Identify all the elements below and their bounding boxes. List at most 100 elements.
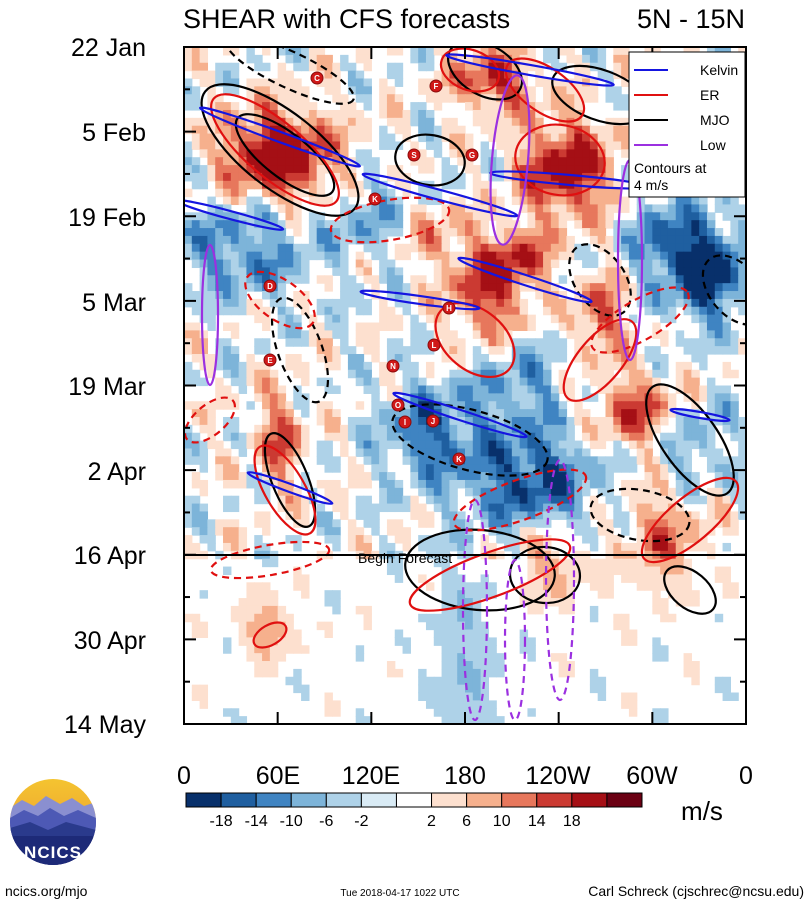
- heatmap-cell: [496, 78, 505, 87]
- heatmap-cell: [355, 86, 365, 95]
- heatmap-cell: [418, 117, 427, 127]
- heatmap-cell: [269, 133, 279, 143]
- heatmap-cell: [714, 574, 724, 583]
- heatmap-cell: [566, 133, 575, 143]
- heatmap-cell: [543, 464, 552, 473]
- low-contour: [461, 498, 489, 722]
- heatmap-cell: [714, 314, 724, 324]
- heatmap-cell: [621, 70, 630, 80]
- heatmap-cell: [316, 196, 326, 206]
- heatmap-cell: [597, 220, 607, 229]
- heatmap-cell: [496, 479, 505, 489]
- heatmap-cell: [472, 440, 482, 450]
- heatmap-cell: [652, 235, 661, 245]
- heatmap-cell: [660, 243, 669, 253]
- heatmap-cell: [238, 259, 248, 269]
- heatmap-cell: [230, 479, 240, 489]
- heatmap-cell: [652, 259, 661, 269]
- heatmap-cell: [480, 235, 490, 245]
- heatmap-cell: [652, 283, 661, 292]
- heatmap-cell: [527, 172, 536, 182]
- er-contour: [504, 57, 586, 123]
- heatmap-cell: [465, 432, 474, 442]
- heatmap-cell: [597, 354, 607, 363]
- heatmap-cell: [691, 440, 700, 450]
- heatmap-cell: [504, 228, 513, 237]
- heatmap-cell: [355, 416, 365, 426]
- heatmap-cell: [363, 228, 372, 237]
- heatmap-cell: [379, 503, 388, 513]
- heatmap-cell: [191, 401, 201, 410]
- heatmap-cell: [699, 535, 708, 544]
- heatmap-cell: [621, 62, 630, 72]
- heatmap-cell: [738, 251, 746, 261]
- heatmap-cell: [628, 228, 638, 237]
- heatmap-cell: [324, 70, 333, 80]
- heatmap-cell: [262, 416, 271, 426]
- heatmap-cell: [706, 298, 716, 308]
- heatmap-cell: [683, 220, 692, 229]
- heatmap-cell: [340, 346, 349, 355]
- heatmap-cell: [402, 637, 411, 646]
- heatmap-cell: [363, 440, 372, 450]
- heatmap-cell: [418, 542, 427, 552]
- heatmap-cell: [621, 566, 630, 576]
- heatmap-cell: [621, 527, 630, 536]
- heatmap-cell: [550, 298, 560, 308]
- heatmap-cell: [371, 243, 380, 253]
- heatmap-cell: [230, 267, 240, 276]
- storm-marker: G: [465, 148, 479, 162]
- heatmap-cell: [301, 149, 310, 158]
- heatmap-cell: [371, 393, 380, 402]
- heatmap-cell: [589, 354, 599, 363]
- heatmap-cell: [363, 369, 372, 379]
- heatmap-cell: [199, 291, 209, 300]
- heatmap-cell: [215, 251, 224, 261]
- heatmap-cell: [613, 330, 622, 339]
- heatmap-cell: [449, 472, 458, 481]
- ncics-logo: NCICS: [10, 779, 96, 865]
- heatmap-cell: [597, 676, 607, 686]
- heatmap-cell: [488, 645, 497, 654]
- heatmap-cell: [184, 188, 193, 198]
- heatmap-cell: [207, 519, 216, 528]
- heatmap-cell: [472, 487, 482, 497]
- heatmap-cell: [355, 298, 365, 308]
- heatmap-cell: [488, 464, 497, 473]
- heatmap-cell: [511, 456, 521, 465]
- heatmap-cell: [457, 275, 466, 284]
- heatmap-cell: [184, 535, 193, 544]
- heatmap-cell: [527, 338, 536, 347]
- heatmap-cell: [215, 133, 224, 143]
- heatmap-cell: [730, 298, 739, 308]
- heatmap-cell: [613, 322, 622, 331]
- heatmap-cell: [589, 133, 599, 143]
- heatmap-cell: [394, 267, 404, 276]
- heatmap-cell: [386, 487, 396, 497]
- heatmap-cell: [410, 322, 419, 331]
- heatmap-cell: [480, 472, 490, 481]
- heatmap-cell: [644, 369, 653, 379]
- heatmap-cell: [293, 220, 302, 229]
- heatmap-cell: [449, 432, 458, 442]
- heatmap-cell: [511, 86, 521, 95]
- heatmap-cell: [425, 621, 435, 631]
- heatmap-cell: [223, 47, 232, 56]
- heatmap-cell: [488, 78, 497, 87]
- heatmap-cell: [667, 464, 677, 473]
- heatmap-cell: [511, 448, 521, 457]
- heatmap-cell: [535, 291, 544, 300]
- heatmap-cell: [324, 109, 333, 119]
- heatmap-cell: [550, 393, 560, 402]
- heatmap-cell: [597, 566, 607, 576]
- heatmap-cell: [223, 283, 232, 292]
- heatmap-cell: [191, 133, 201, 143]
- heatmap-cell: [543, 377, 552, 387]
- heatmap-cell: [301, 369, 310, 379]
- heatmap-cell: [496, 416, 505, 426]
- heatmap-cell: [714, 346, 724, 355]
- heatmap-cell: [441, 668, 450, 678]
- heatmap-cell: [386, 141, 396, 150]
- heatmap-cell: [605, 180, 614, 190]
- heatmap-cell: [496, 393, 505, 402]
